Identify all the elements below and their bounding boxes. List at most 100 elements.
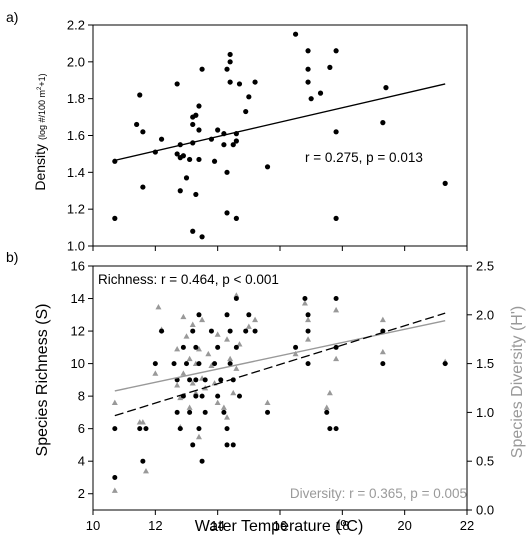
density-y-tick-label: 1.2 xyxy=(67,202,85,217)
diversity-point xyxy=(301,300,308,306)
richness-y-tick-label: 8 xyxy=(78,389,85,404)
diversity-point xyxy=(174,345,181,352)
density-point xyxy=(227,51,233,58)
density-plot: 1.0 1.2 1.4 1.6 1.8 2.0 2.2 xyxy=(67,18,468,254)
density-point xyxy=(199,234,205,240)
density-point xyxy=(187,156,193,163)
richness-point xyxy=(193,393,199,399)
richness-point xyxy=(137,426,143,432)
density-point xyxy=(243,108,249,115)
diversity-point xyxy=(192,389,199,396)
diversity-point xyxy=(152,370,159,376)
richness-point xyxy=(327,426,333,432)
density-point xyxy=(305,79,311,85)
density-y-tick-label: 1.0 xyxy=(67,239,85,254)
richness-point xyxy=(333,426,339,432)
density-axis-units-tail: +1) xyxy=(37,73,47,86)
diversity-point xyxy=(186,404,193,410)
diversity-point xyxy=(379,316,386,323)
density-point xyxy=(180,153,186,159)
richness-point xyxy=(171,361,177,367)
diversity-point xyxy=(177,394,184,401)
diversity-y-tick-label: 0.0 xyxy=(476,503,494,518)
richness-plot-frame xyxy=(92,265,468,511)
density-point xyxy=(190,228,196,234)
x-axis-tick-label: 12 xyxy=(148,518,162,533)
richness-point xyxy=(140,458,146,464)
richness-point xyxy=(324,409,330,415)
diversity-point xyxy=(214,331,221,337)
richness-point xyxy=(224,426,230,432)
richness-point xyxy=(208,328,214,334)
richness-point xyxy=(152,361,158,367)
x-axis-tick-label: 10 xyxy=(86,518,100,533)
richness-point xyxy=(442,361,448,367)
richness-point xyxy=(215,393,221,399)
richness-point xyxy=(177,426,183,432)
density-point xyxy=(380,120,386,126)
richness-point xyxy=(187,409,193,415)
richness-point xyxy=(265,409,271,415)
richness-point xyxy=(199,458,205,464)
diversity-point xyxy=(379,348,386,355)
density-point xyxy=(264,164,271,170)
density-point xyxy=(383,85,389,91)
diversity-point xyxy=(111,487,118,493)
diversity-point xyxy=(264,399,271,406)
x-axis-tick-label: 22 xyxy=(460,518,474,533)
richness-point xyxy=(196,312,202,318)
richness-y-tick-label: 6 xyxy=(78,421,85,436)
richness-point xyxy=(224,312,230,318)
density-point xyxy=(199,66,205,72)
richness-point xyxy=(305,361,311,367)
x-axis-title: Water Temperature (ºC) xyxy=(195,518,364,535)
diversity-regression-line xyxy=(114,319,446,392)
richness-point xyxy=(174,409,180,415)
diversity-point xyxy=(195,433,202,440)
density-point xyxy=(174,81,180,87)
diversity-stats-annotation: Diversity: r = 0.365, p = 0.005 xyxy=(290,486,467,501)
density-y-tick-label: 1.8 xyxy=(67,91,85,106)
diversity-point xyxy=(208,362,215,368)
density-point xyxy=(246,94,252,100)
diversity-point xyxy=(174,382,181,388)
diversity-point xyxy=(224,414,231,420)
density-point xyxy=(193,191,199,198)
richness-point xyxy=(184,361,189,367)
richness-point xyxy=(333,296,339,302)
richness-point xyxy=(252,328,258,334)
richness-point xyxy=(218,377,224,383)
density-point xyxy=(221,142,227,148)
density-plot-frame xyxy=(92,24,468,247)
richness-point xyxy=(293,344,299,350)
richness-y-tick-label: 16 xyxy=(71,259,85,274)
diversity-point xyxy=(236,341,243,347)
diversity-point xyxy=(214,399,221,406)
richness-point xyxy=(199,393,205,399)
density-y-tick-label: 1.6 xyxy=(67,128,85,143)
diversity-point xyxy=(183,333,190,339)
diversity-point xyxy=(227,355,234,362)
x-axis-tick-label: 18 xyxy=(335,518,349,533)
diversity-point xyxy=(333,355,340,362)
density-point xyxy=(224,66,230,72)
diversity-point xyxy=(139,419,146,425)
density-point xyxy=(227,79,233,85)
diversity-y-tick-label: 2.0 xyxy=(476,307,494,322)
richness-y-tick-label: 10 xyxy=(71,356,85,371)
diversity-point xyxy=(333,306,340,313)
diversity-point xyxy=(199,316,206,323)
diversity-y-tick-label: 0.5 xyxy=(476,454,494,469)
density-point xyxy=(224,169,230,175)
diversity-point xyxy=(323,404,330,410)
richness-point xyxy=(233,344,239,350)
density-point xyxy=(292,31,299,37)
richness-stats-annotation: Richness: r = 0.464, p < 0.001 xyxy=(98,272,279,287)
diversity-y-tick-label: 1.0 xyxy=(476,405,494,420)
diversity-point xyxy=(180,313,187,320)
density-point xyxy=(252,79,258,85)
richness-y-tick-label: 2 xyxy=(78,486,85,501)
richness-point xyxy=(143,426,149,432)
diversity-point xyxy=(224,336,231,342)
